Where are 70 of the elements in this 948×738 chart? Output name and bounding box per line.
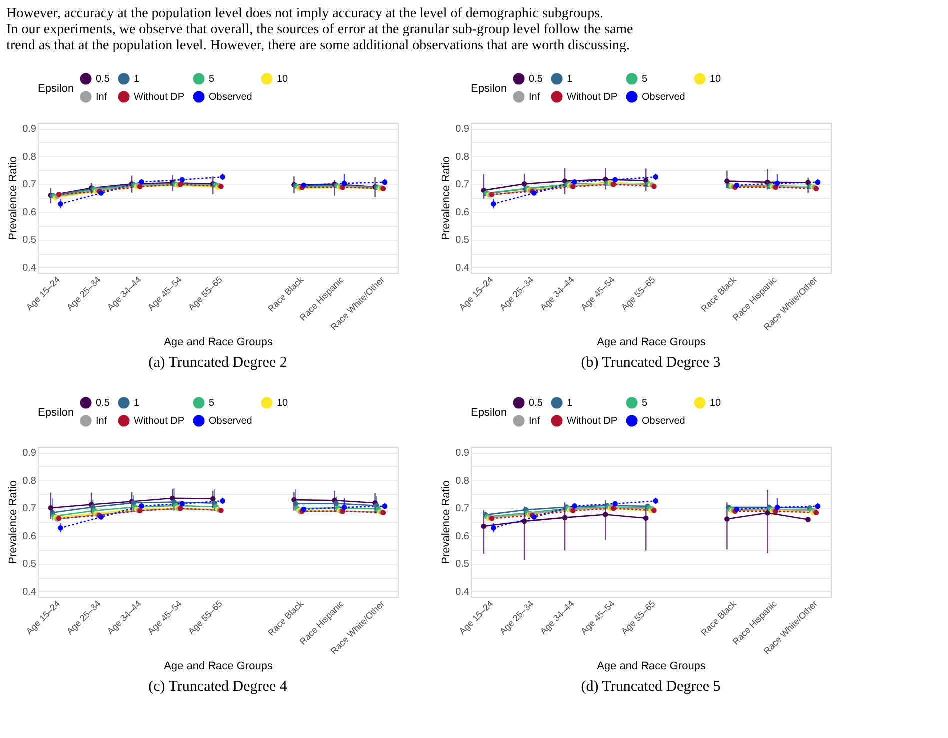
legend-label: Inf xyxy=(529,416,540,427)
legend-label: 5 xyxy=(642,398,648,409)
legend-label: 0.5 xyxy=(96,74,110,85)
y-tick-label: 0.4 xyxy=(456,262,470,274)
y-tick-label: 0.9 xyxy=(456,124,470,136)
y-tick-label: 0.7 xyxy=(456,504,470,515)
legend-label: Inf xyxy=(529,92,540,103)
legend-title: Epsilon xyxy=(471,407,508,419)
legend-label: Inf xyxy=(96,416,108,427)
y-tick-label: 0.6 xyxy=(456,207,470,218)
legend-label: 1 xyxy=(567,74,573,85)
y-tick-label: 0.8 xyxy=(456,152,470,163)
legend-label: 5 xyxy=(209,398,215,409)
legend-title: Epsilon xyxy=(38,83,74,95)
legend-label: Inf xyxy=(96,92,108,103)
legend-label: Observed xyxy=(642,416,686,427)
legend-label: 1 xyxy=(567,398,573,409)
y-tick-label: 0.7 xyxy=(22,180,37,191)
y-axis-title: Prevalence Ratio xyxy=(440,480,453,564)
y-tick-label: 0.6 xyxy=(456,531,470,542)
legend-label: 10 xyxy=(277,74,289,85)
y-tick-label: 0.9 xyxy=(456,448,470,460)
legend-label: 10 xyxy=(710,74,722,85)
legend-label: Without DP xyxy=(134,416,185,427)
y-tick-label: 0.5 xyxy=(456,559,470,570)
y-axis-title: Prevalence Ratio xyxy=(8,480,20,564)
y-tick-label: 0.4 xyxy=(22,262,37,274)
legend-label: 1 xyxy=(134,398,140,409)
legend-label: Without DP xyxy=(134,92,185,103)
y-tick-label: 0.8 xyxy=(22,152,37,163)
legend-label: Observed xyxy=(209,416,252,427)
legend-label: Without DP xyxy=(567,92,618,103)
x-axis-title: Age and Race Groups xyxy=(597,336,706,348)
y-tick-label: 0.4 xyxy=(456,586,470,598)
text: (d) Truncated Degree 5 xyxy=(581,678,721,695)
y-tick-label: 0.6 xyxy=(22,531,37,542)
legend-label: Observed xyxy=(642,92,686,103)
x-axis-title: Age and Race Groups xyxy=(164,660,274,672)
legend-label: 5 xyxy=(209,74,215,85)
y-tick-label: 0.8 xyxy=(22,476,37,487)
legend-label: 10 xyxy=(710,398,722,409)
y-tick-label: 0.5 xyxy=(456,235,470,246)
legend-title: Epsilon xyxy=(471,83,508,95)
x-axis-title: Age and Race Groups xyxy=(164,336,274,348)
y-axis-title: Prevalence Ratio xyxy=(8,156,20,240)
legend-label: 0.5 xyxy=(529,398,544,409)
legend-label: Observed xyxy=(209,92,252,103)
text: (c) Truncated Degree 4 xyxy=(148,678,288,695)
y-tick-label: 0.9 xyxy=(22,448,37,460)
x-axis-title: Age and Race Groups xyxy=(597,660,706,672)
y-tick-label: 0.4 xyxy=(22,586,37,598)
legend-label: 10 xyxy=(277,398,289,409)
y-tick-label: 0.5 xyxy=(22,559,37,570)
text: (a) Truncated Degree 2 xyxy=(148,354,288,371)
text: In our experiments, we observe that overall, the sources of error at the granular sub-group level follow the same trend as that at the population level. However, there are some additional observations that are worth discussing. xyxy=(6,22,634,54)
legend-label: Without DP xyxy=(567,416,618,427)
y-tick-label: 0.5 xyxy=(22,235,37,246)
y-tick-label: 0.9 xyxy=(22,124,37,136)
legend-label: 1 xyxy=(134,74,140,85)
legend-label: 0.5 xyxy=(96,398,110,409)
y-tick-label: 0.6 xyxy=(22,207,37,218)
text: (b) Truncated Degree 3 xyxy=(581,354,721,371)
text: However, accuracy at the population level does not imply accuracy at the level of demographic subgroups. xyxy=(6,6,604,22)
legend-label: 5 xyxy=(642,74,648,85)
legend-label: 0.5 xyxy=(529,74,544,85)
legend-title: Epsilon xyxy=(38,407,74,419)
y-tick-label: 0.7 xyxy=(22,504,37,515)
y-tick-label: 0.7 xyxy=(456,180,470,191)
y-tick-label: 0.8 xyxy=(456,476,470,487)
y-axis-title: Prevalence Ratio xyxy=(440,156,453,240)
